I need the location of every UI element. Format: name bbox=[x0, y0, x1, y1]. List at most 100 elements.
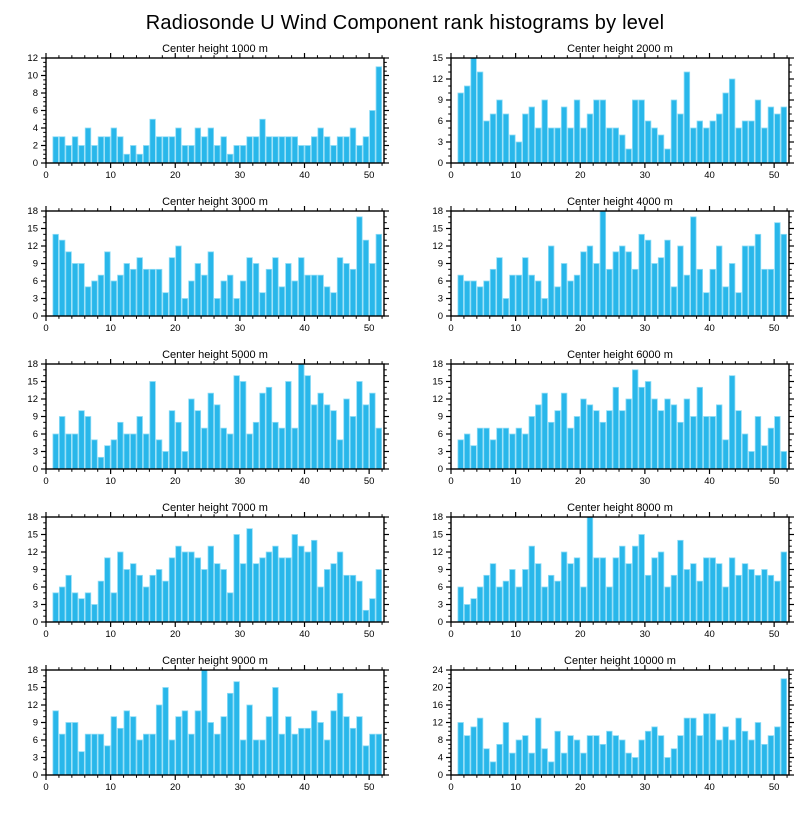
bar bbox=[670, 748, 678, 776]
bar bbox=[58, 416, 66, 470]
bar bbox=[463, 433, 471, 470]
bar bbox=[130, 145, 137, 164]
bar bbox=[683, 569, 691, 623]
bar bbox=[722, 726, 729, 776]
subplot-canvas: Center height 4000 m 0 10 20 30 40 50 0 3 6 9 12 15 1… bbox=[432, 196, 794, 334]
bar bbox=[272, 421, 279, 470]
bar bbox=[651, 263, 658, 317]
bar bbox=[142, 268, 150, 317]
bar bbox=[317, 586, 324, 623]
bar bbox=[774, 726, 781, 776]
bar bbox=[457, 274, 464, 317]
y-tick-label: 3 bbox=[33, 447, 38, 458]
bar bbox=[696, 120, 703, 164]
x-tick-label: 40 bbox=[704, 476, 715, 487]
bar bbox=[470, 280, 477, 317]
bar bbox=[323, 739, 331, 776]
bar bbox=[162, 136, 169, 164]
bar bbox=[369, 392, 376, 470]
bar bbox=[136, 153, 143, 164]
bar bbox=[252, 563, 260, 623]
x-tick-label: 10 bbox=[105, 170, 116, 181]
y-tick-label: 12 bbox=[432, 394, 443, 405]
bar bbox=[528, 106, 535, 164]
bar bbox=[741, 120, 749, 164]
bar bbox=[136, 416, 143, 470]
x-tick-label: 30 bbox=[640, 782, 651, 793]
bar bbox=[515, 739, 523, 776]
bar bbox=[207, 251, 214, 317]
bar bbox=[735, 717, 742, 776]
bar bbox=[323, 404, 331, 470]
bar bbox=[625, 398, 632, 470]
bar bbox=[728, 557, 736, 623]
y-tick-label: 4 bbox=[33, 123, 38, 134]
bar bbox=[272, 257, 279, 317]
bar bbox=[58, 586, 66, 623]
bar bbox=[748, 739, 755, 776]
bar bbox=[644, 239, 652, 317]
y-tick-label: 18 bbox=[27, 665, 38, 676]
bar bbox=[317, 722, 324, 776]
bar bbox=[735, 574, 742, 623]
bar bbox=[130, 716, 137, 776]
bar bbox=[632, 757, 639, 776]
bar bbox=[278, 733, 286, 776]
bar bbox=[703, 127, 710, 164]
bar bbox=[330, 410, 337, 470]
bar bbox=[369, 263, 376, 317]
bar bbox=[735, 127, 742, 164]
y-tick-label: 8 bbox=[438, 735, 443, 746]
bar bbox=[278, 427, 286, 470]
bar bbox=[535, 404, 542, 470]
bar bbox=[181, 145, 189, 164]
bar bbox=[541, 586, 548, 623]
bar bbox=[586, 516, 594, 623]
bar bbox=[188, 733, 195, 776]
bar bbox=[194, 127, 202, 164]
bar bbox=[175, 545, 182, 623]
x-tick-label: 30 bbox=[640, 170, 651, 181]
bar bbox=[716, 245, 723, 317]
x-tick-label: 10 bbox=[105, 323, 116, 334]
bar bbox=[754, 99, 762, 164]
subplot-2000m: Center height 2000 m 0 10 20 30 40 50 0 3 6 9 12 15 bbox=[405, 41, 810, 194]
x-tick-label: 30 bbox=[235, 476, 246, 487]
bar bbox=[91, 733, 98, 776]
y-tick-label: 9 bbox=[33, 412, 38, 423]
y-tick-label: 15 bbox=[432, 377, 443, 388]
bar bbox=[735, 292, 742, 317]
bar bbox=[754, 233, 762, 317]
bar bbox=[71, 722, 79, 776]
bar bbox=[78, 410, 85, 470]
bar bbox=[110, 127, 118, 164]
bar bbox=[638, 534, 645, 623]
bar bbox=[362, 609, 370, 623]
y-tick-label: 12 bbox=[432, 74, 443, 85]
subplot-title: Center height 7000 m bbox=[162, 502, 268, 514]
bar bbox=[123, 710, 130, 776]
x-tick-label: 0 bbox=[448, 782, 453, 793]
y-tick-label: 4 bbox=[438, 753, 443, 764]
bar bbox=[489, 439, 497, 470]
bar bbox=[214, 298, 221, 317]
bar bbox=[265, 386, 273, 470]
bar bbox=[84, 416, 92, 470]
x-tick-label: 20 bbox=[575, 170, 586, 181]
y-tick-label: 12 bbox=[27, 700, 38, 711]
bar bbox=[586, 735, 594, 776]
bar bbox=[657, 257, 665, 317]
bar bbox=[375, 427, 383, 470]
bar bbox=[573, 416, 581, 470]
x-tick-label: 10 bbox=[510, 629, 521, 640]
bar bbox=[670, 99, 678, 164]
bar bbox=[677, 735, 684, 776]
bar bbox=[728, 739, 736, 776]
bar bbox=[457, 439, 464, 470]
bar bbox=[181, 298, 189, 317]
y-tick-label: 0 bbox=[33, 311, 38, 322]
bar bbox=[780, 106, 788, 164]
bar bbox=[291, 280, 298, 317]
bar bbox=[52, 592, 59, 623]
subplot-canvas: Center height 2000 m 0 10 20 30 40 50 0 3 6 9 12 15 bbox=[432, 43, 794, 181]
